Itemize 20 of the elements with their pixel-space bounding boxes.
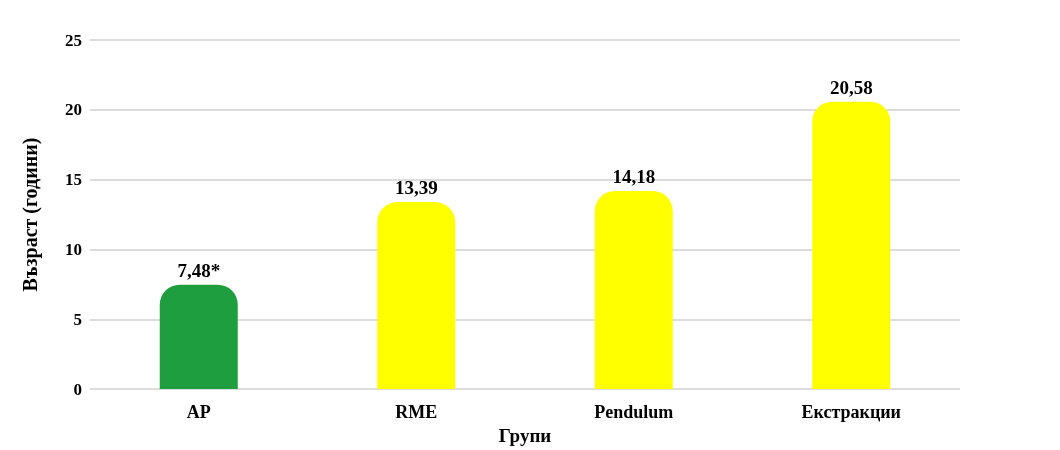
data-label: 7,48*: [177, 259, 221, 281]
x-tick-label: Екстракции: [801, 402, 901, 423]
y-tick-label: 25: [65, 30, 82, 50]
bar: [159, 284, 238, 390]
bar: [377, 202, 456, 390]
y-axis-title: Възраст (години): [19, 137, 42, 292]
y-tick-label: 20: [65, 100, 82, 120]
data-label: 14,18: [612, 166, 656, 188]
data-label: 20,58: [829, 76, 873, 98]
x-tick-label: Pendulum: [594, 402, 674, 423]
y-tick-label: 15: [65, 170, 82, 190]
bar: [812, 101, 891, 390]
y-tick-label: 10: [65, 239, 82, 259]
bar: [594, 191, 673, 390]
y-tick-label: 0: [73, 379, 82, 399]
y-tick-label: 5: [73, 309, 82, 329]
x-axis-title: Групи: [498, 425, 552, 446]
data-label: 13,39: [394, 177, 438, 199]
x-tick-label: AP: [186, 402, 211, 423]
x-tick-label: RME: [395, 402, 438, 423]
